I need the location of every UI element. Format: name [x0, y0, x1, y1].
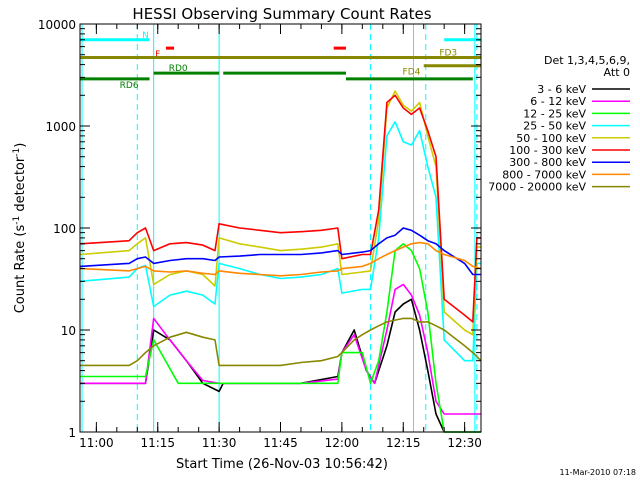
- x-axis-label: Start Time (26-Nov-03 10:56:42): [176, 457, 388, 472]
- render-timestamp: 11-Mar-2010 07:18: [560, 468, 637, 477]
- y-tick-label-1: 10: [61, 324, 76, 338]
- x-tick-label-3: 11:45: [263, 436, 298, 450]
- x-tick-label-6: 12:30: [447, 436, 482, 450]
- series-lines: [79, 90, 482, 433]
- series-line-6: [79, 227, 481, 276]
- x-tick-label-2: 11:30: [202, 436, 237, 450]
- legend-label-7: 800 - 7000 keV: [502, 168, 586, 181]
- series-line-5: [79, 94, 481, 323]
- chart-title: HESSI Observing Summary Count Rates: [132, 5, 431, 23]
- state-bar-label-4: RD0: [169, 64, 188, 74]
- x-tick-label-0: 11:00: [79, 436, 114, 450]
- y-axis-ticks: 1 10 100 1000 10000: [38, 18, 481, 440]
- state-bar-label-3: FD4: [403, 68, 421, 78]
- state-bars: NF FD3 FD4 RD0 RD6: [80, 31, 481, 91]
- series-line-3: [79, 121, 481, 362]
- state-bar-label-5: RD6: [120, 81, 139, 91]
- legend-label-1: 6 - 12 keV: [530, 95, 586, 108]
- legend-header-0: Det 1,3,4,5,6,9,: [544, 54, 630, 67]
- legend-label-4: 50 - 100 keV: [516, 132, 586, 145]
- legend-label-5: 100 - 300 keV: [509, 144, 586, 157]
- legend-label-8: 7000 - 20000 keV: [488, 181, 586, 194]
- series-line-8: [80, 317, 482, 367]
- y-tick-label-3: 1000: [45, 120, 76, 134]
- legend-label-2: 12 - 25 keV: [523, 107, 586, 120]
- legend-header-1: Att 0: [604, 66, 630, 79]
- x-tick-label-4: 12:00: [325, 436, 360, 450]
- series-line-2: [80, 243, 481, 433]
- x-tick-label-5: 12:15: [386, 436, 421, 450]
- state-bar-label-0: N: [142, 31, 149, 41]
- legend-label-3: 25 - 50 keV: [523, 120, 586, 133]
- legend-label-6: 300 - 800 keV: [509, 156, 586, 169]
- y-axis-label: Count Rate (s-1 detector-1): [12, 143, 28, 314]
- y-tick-label-2: 100: [53, 222, 76, 236]
- y-tick-label-0: 1: [68, 426, 76, 440]
- state-bar-label-2: FD3: [439, 48, 457, 58]
- legend-label-0: 3 - 6 keV: [537, 83, 586, 96]
- series-line-4: [79, 90, 481, 336]
- x-axis-ticks: 11:00 11:15 11:30 11:45 12:00 12:15 12:30: [79, 24, 482, 450]
- series-line-7: [79, 241, 482, 277]
- x-tick-label-1: 11:15: [140, 436, 175, 450]
- y-tick-label-4: 10000: [38, 18, 76, 32]
- state-bar-label-1: F: [155, 50, 160, 60]
